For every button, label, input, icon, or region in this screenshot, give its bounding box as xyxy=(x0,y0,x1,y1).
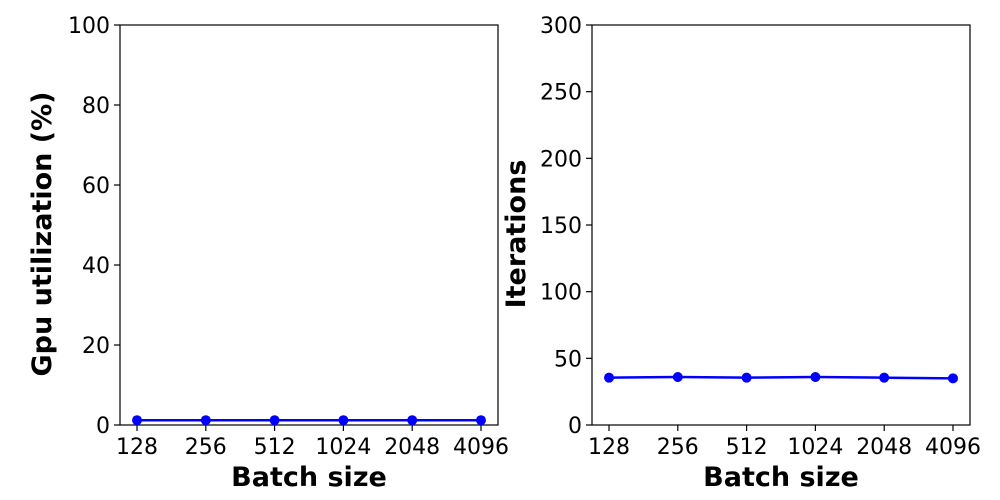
x-tick-label: 512 xyxy=(254,435,296,460)
x-tick-label: 128 xyxy=(588,435,630,460)
y-axis-title: Iterations xyxy=(501,160,532,309)
data-point xyxy=(879,372,890,383)
y-tick-label: 0 xyxy=(96,414,110,439)
x-tick-label: 1024 xyxy=(787,435,843,460)
x-axis-title: Batch size xyxy=(231,462,387,493)
data-point xyxy=(672,372,683,382)
x-tick-label: 2048 xyxy=(856,435,912,460)
data-point xyxy=(269,415,280,426)
y-tick-label: 0 xyxy=(568,414,582,439)
x-tick-label: 512 xyxy=(726,435,768,460)
y-tick-label: 300 xyxy=(540,14,582,39)
gpu-utilization-chart: 0 20 40 60 80 100 128 256 512 1024 2048 4096 Batch s… xyxy=(27,14,509,493)
data-point xyxy=(475,415,486,426)
data-point xyxy=(741,372,752,383)
x-tick-label: 2048 xyxy=(384,435,440,460)
x-tick-label: 4096 xyxy=(925,435,981,460)
y-tick-label: 250 xyxy=(540,81,582,106)
data-point xyxy=(338,415,349,426)
y-tick-label: 40 xyxy=(82,254,110,279)
x-tick-label: 1024 xyxy=(315,435,371,460)
data-point xyxy=(200,415,211,426)
x-tick-label: 128 xyxy=(116,435,158,460)
y-tick-label: 50 xyxy=(554,347,582,372)
data-point xyxy=(407,415,418,426)
data-point xyxy=(947,373,958,384)
x-tick-label: 256 xyxy=(185,435,227,460)
y-tick-label: 150 xyxy=(540,214,582,239)
data-point xyxy=(132,415,143,426)
y-tick-label: 200 xyxy=(540,147,582,172)
iterations-chart: 0 50 100 150 200 250 300 128 256 512 1024 2048 4096 B… xyxy=(501,14,981,493)
y-tick-label: 20 xyxy=(82,334,110,359)
y-axis-title: Gpu utilization (%) xyxy=(27,91,58,376)
y-tick-label: 80 xyxy=(82,94,110,119)
x-tick-label: 4096 xyxy=(453,435,509,460)
data-point xyxy=(810,372,821,382)
x-axis-title: Batch size xyxy=(703,462,859,493)
series-line xyxy=(608,375,954,380)
plot-area-frame xyxy=(119,24,499,426)
y-tick-label: 100 xyxy=(68,14,110,39)
data-point xyxy=(604,372,615,383)
y-tick-label: 100 xyxy=(540,281,582,306)
plot-area-frame xyxy=(591,24,971,426)
x-tick-label: 256 xyxy=(657,435,699,460)
y-tick-label: 60 xyxy=(82,174,110,199)
